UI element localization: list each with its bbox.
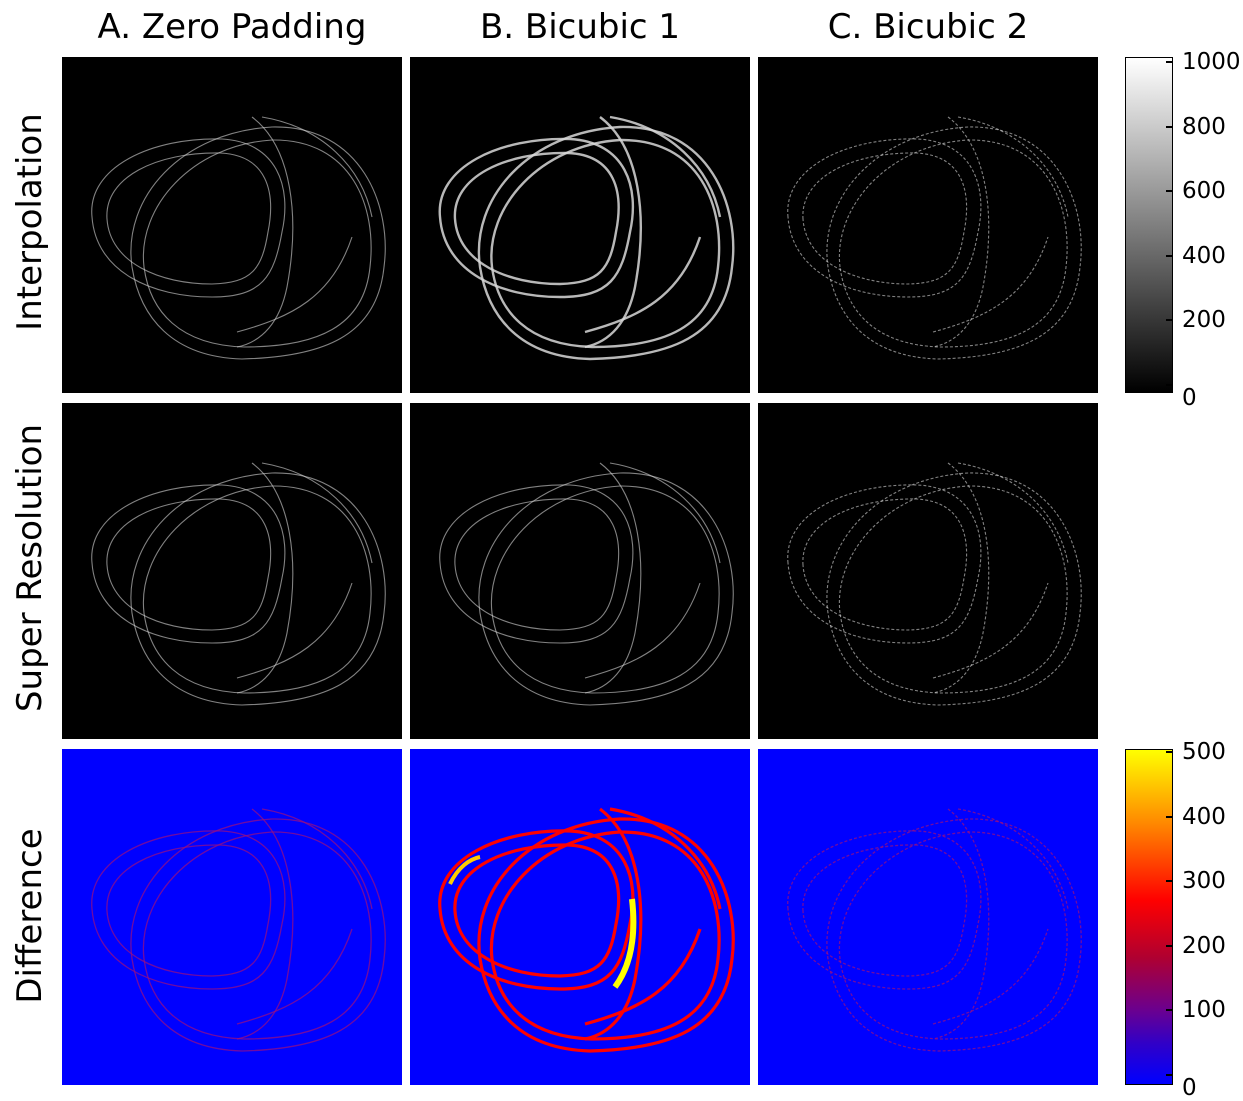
grayscale-colorbar-tick-mark [1166,61,1173,63]
panel-super-resolution-b [410,403,750,739]
heat-colorbar-tick-mark [1166,880,1173,883]
grayscale-colorbar-tick-mark [1166,190,1173,193]
panel-super-resolution-c [758,403,1098,739]
heat-colorbar-tick-label: 200 [1182,932,1226,959]
grayscale-colorbar-tick-label: 0 [1182,385,1197,411]
grayscale-colorbar [1125,57,1173,393]
grayscale-colorbar-tick-mark [1166,125,1173,128]
heat-colorbar-tick-mark [1166,1074,1173,1076]
panel-difference-a [62,749,402,1085]
column-title-bicubic-1: B. Bicubic 1 [479,7,681,47]
heat-colorbar-tick-mark [1166,1009,1173,1012]
heat-colorbar-tick-mark [1166,815,1173,818]
grayscale-colorbar-tick-label: 800 [1182,113,1226,140]
heat-colorbar-tick-label: 400 [1182,803,1226,830]
heat-colorbar-tick-mark [1166,944,1173,947]
panel-super-resolution-a [62,403,402,739]
panel-difference-b [410,749,750,1085]
grayscale-colorbar-tick-label: 600 [1182,178,1226,205]
row-label-interpolation: Interpolation [10,113,50,331]
heat-colorbar [1125,749,1173,1085]
grayscale-colorbar-tick-mark [1166,319,1173,322]
heat-colorbar-tick-mark [1166,751,1173,753]
panel-interpolation-b [410,57,750,393]
grayscale-colorbar-tick-label: 1000 [1182,49,1241,75]
grayscale-colorbar-tick-label: 400 [1182,242,1226,269]
grayscale-colorbar-tick-label: 200 [1182,307,1226,334]
heat-colorbar-tick-label: 300 [1182,868,1226,895]
row-label-super-resolution: Super Resolution [10,423,50,713]
panel-interpolation-a [62,57,402,393]
row-label-difference: Difference [10,828,50,1004]
heat-colorbar-tick-label: 500 [1182,739,1226,765]
column-title-zero-padding: A. Zero Padding [97,7,367,47]
panel-difference-c [758,749,1098,1085]
heat-colorbar-tick-label: 100 [1182,997,1226,1024]
grayscale-colorbar-tick-mark [1166,384,1173,386]
heat-colorbar-tick-label: 0 [1182,1075,1197,1101]
column-title-bicubic-2: C. Bicubic 2 [827,7,1029,47]
grayscale-colorbar-tick-mark [1166,254,1173,257]
panel-interpolation-c [758,57,1098,393]
